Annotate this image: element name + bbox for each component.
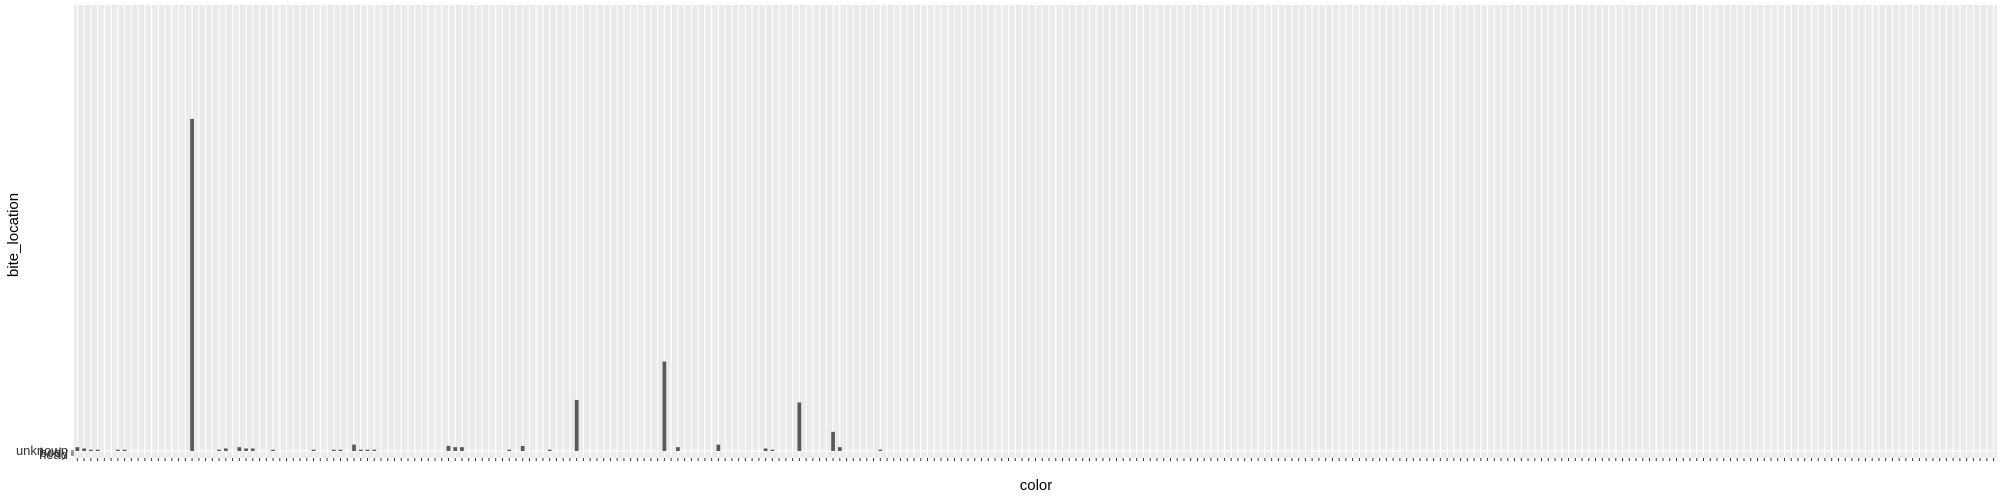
bar-35 [311,449,316,451]
bar-107 [797,402,802,451]
bar-43 [365,449,370,451]
bar-55 [446,445,451,451]
bar-39 [338,449,343,451]
bar-21 [217,449,221,451]
bar-95 [716,444,721,451]
y-axis-title: bite_location [5,193,22,277]
bar-24 [237,447,242,451]
bar-44 [372,449,377,451]
bar-103 [770,449,775,451]
bar-17 [190,118,194,451]
bar-112 [831,431,835,451]
bar-119 [878,449,883,451]
bar-70 [547,449,552,451]
y-tick-label-unknown: unknown [16,443,68,458]
bar-41 [352,444,356,451]
bar-22 [223,448,228,451]
y-tick-label-body: body [40,445,69,460]
bar-26 [250,448,255,451]
bar-64 [507,449,512,451]
bar-89 [676,447,680,451]
bar-113 [837,447,842,451]
bar-3 [95,449,100,451]
bar-29 [271,449,275,451]
bar-102 [763,448,768,451]
bar-25 [244,448,248,451]
bar-7 [122,449,127,451]
y-tick-label-head: head [39,447,68,462]
bar-38 [331,449,336,451]
bar-6 [116,449,120,451]
bar-2 [89,449,93,451]
bar-87 [662,361,667,451]
bar-56 [453,447,458,451]
bar-74 [574,399,579,451]
x-axis-title: color [1020,477,1053,494]
bar-57 [460,447,464,451]
bar-0 [75,447,80,451]
bar-1 [82,448,86,451]
bar-66 [520,445,525,451]
bar-42 [358,449,363,451]
